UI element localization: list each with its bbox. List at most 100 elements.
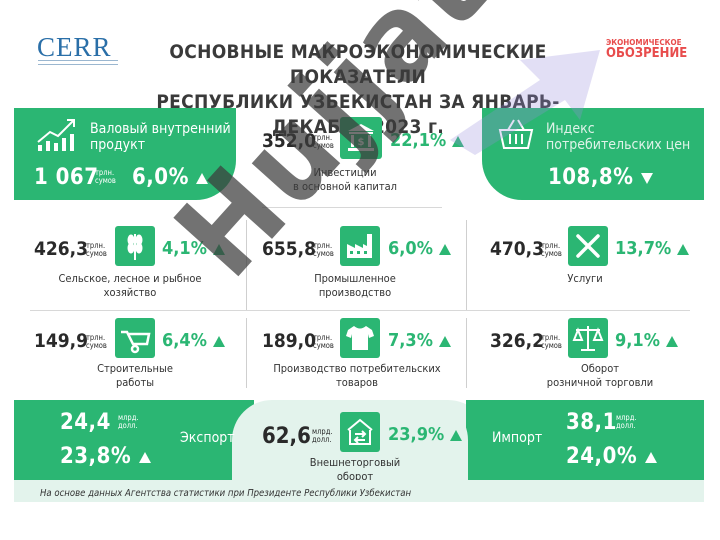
tools-icon	[568, 226, 608, 266]
footer-bar	[14, 480, 704, 502]
gdp-pct-value: 6,0%	[132, 165, 189, 190]
svg-text:$: $	[358, 137, 365, 148]
trend-up-icon	[438, 243, 451, 255]
industry-unit: трлн. сумов	[313, 242, 334, 258]
services-unit-line2: сумов	[541, 249, 562, 258]
construction-unit: трлн. сумов	[86, 334, 107, 350]
export-unit: млрд. долл.	[118, 414, 139, 430]
trade-label: Внешнеторговый оборот	[290, 456, 420, 484]
services-label: Услуги	[530, 272, 640, 286]
gdp-unit-line2: сумов	[95, 176, 116, 185]
agriculture-pct: 4,1%	[162, 238, 225, 259]
import-label: Импорт	[492, 430, 543, 446]
investment-value: 352,0	[262, 130, 317, 152]
gdp-value: 1 067	[34, 165, 99, 190]
import-pct: 24,0%	[566, 444, 657, 469]
wheat-icon	[115, 226, 155, 266]
investment-pct: 22,1%	[390, 130, 464, 151]
trend-up-icon	[676, 243, 689, 255]
consumer-goods-value: 189,0	[262, 330, 317, 352]
industry-label-line2: производство	[318, 286, 392, 299]
construction-label-line2: работы	[115, 376, 155, 389]
gdp-unit-line1: трлн.	[95, 168, 115, 177]
economic-review-logo: ЭКОНОМИЧЕСКОЕ ОБОЗРЕНИЕ	[606, 37, 688, 61]
industry-pct: 6,0%	[388, 238, 451, 259]
economic-review-logo-line2: ОБОЗРЕНИЕ	[606, 46, 688, 61]
agriculture-unit: трлн. сумов	[86, 242, 107, 258]
construction-unit-line2: сумов	[86, 341, 107, 350]
export-pct-value: 23,8%	[60, 444, 132, 469]
agriculture-value: 426,3	[34, 238, 89, 260]
trend-up-icon	[449, 429, 462, 441]
title-line-1: ОСНОВНЫЕ МАКРОЭКОНОМИЧЕСКИЕ ПОКАЗАТЕЛИ	[169, 41, 547, 88]
investment-label: Инвестиции в основной капитал	[270, 166, 420, 194]
industry-unit-line2: сумов	[313, 249, 334, 258]
export-unit-line2: долл.	[118, 421, 138, 430]
industry-label-line1: Промышленное	[314, 272, 396, 285]
export-value: 24,4	[60, 410, 111, 435]
trend-up-icon	[196, 172, 209, 184]
divider	[466, 220, 467, 310]
industry-pct-value: 6,0%	[388, 238, 433, 259]
shirt-icon	[340, 318, 380, 358]
trade-pct: 23,9%	[388, 424, 462, 445]
cpi-value-text: 108,8%	[548, 165, 634, 190]
trend-up-icon	[212, 243, 225, 255]
import-unit-line2: долл.	[616, 421, 636, 430]
construction-label: Строительные работы	[80, 362, 190, 390]
agriculture-label-line1: Сельское, лесное и рыбное	[58, 272, 202, 285]
watermark-arrow	[450, 50, 600, 155]
export-panel	[14, 400, 254, 480]
retail-value: 326,2	[490, 330, 545, 352]
services-unit: трлн. сумов	[541, 242, 562, 258]
trend-up-icon	[138, 451, 151, 463]
basket-icon	[498, 119, 534, 149]
construction-unit-line1: трлн.	[86, 333, 106, 342]
retail-pct-value: 9,1%	[615, 330, 660, 351]
gdp-label-line2: продукт	[90, 137, 146, 153]
factory-icon	[340, 226, 380, 266]
services-label-line1: Услуги	[567, 272, 603, 285]
chart-icon	[37, 119, 75, 151]
investment-pct-value: 22,1%	[390, 130, 447, 151]
agriculture-label-line2: хозяйство	[103, 286, 157, 299]
cerr-logo-underline	[38, 60, 118, 65]
services-unit-line1: трлн.	[541, 241, 561, 250]
trade-label-line1: Внешнеторговый	[309, 456, 401, 469]
investment-label-line2: в основной капитал	[292, 180, 398, 193]
construction-pct: 6,4%	[162, 330, 225, 351]
consumer-goods-label-line1: Производство потребительских	[273, 362, 441, 375]
agriculture-unit-line1: трлн.	[86, 241, 106, 250]
consumer-goods-label-line2: товаров	[336, 376, 378, 389]
scales-icon	[568, 318, 608, 358]
trend-up-icon	[438, 335, 451, 347]
cerr-logo: CERR	[37, 32, 112, 62]
trade-unit: млрд. долл.	[312, 428, 333, 444]
import-unit: млрд. долл.	[616, 414, 637, 430]
construction-value: 149,9	[34, 330, 89, 352]
retail-unit-line2: сумов	[541, 341, 562, 350]
retail-label-line1: Оборот	[580, 362, 620, 375]
import-value: 38,1	[566, 410, 617, 435]
gdp-panel	[14, 108, 236, 200]
construction-pct-value: 6,4%	[162, 330, 207, 351]
gdp-label: Валовый внутренний продукт	[90, 121, 231, 153]
services-value: 470,3	[490, 238, 545, 260]
divider	[466, 318, 467, 388]
gdp-pct: 6,0%	[132, 165, 209, 190]
retail-pct: 9,1%	[615, 330, 678, 351]
export-pct: 23,8%	[60, 444, 151, 469]
agriculture-label: Сельское, лесное и рыбное хозяйство	[40, 272, 220, 300]
consumer-goods-pct-value: 7,3%	[388, 330, 433, 351]
investment-unit-line2: сумов	[313, 141, 334, 150]
trend-up-icon	[644, 451, 657, 463]
import-unit-line1: млрд.	[616, 413, 637, 422]
industry-unit-line1: трлн.	[313, 241, 333, 250]
import-pct-value: 24,0%	[566, 444, 638, 469]
divider	[30, 310, 690, 311]
industry-value: 655,8	[262, 238, 317, 260]
construction-label-line1: Строительные	[97, 362, 173, 375]
investment-unit: трлн. сумов	[313, 134, 334, 150]
source-note: На основе данных Агентства статистики пр…	[40, 488, 412, 499]
retail-unit-line1: трлн.	[541, 333, 561, 342]
